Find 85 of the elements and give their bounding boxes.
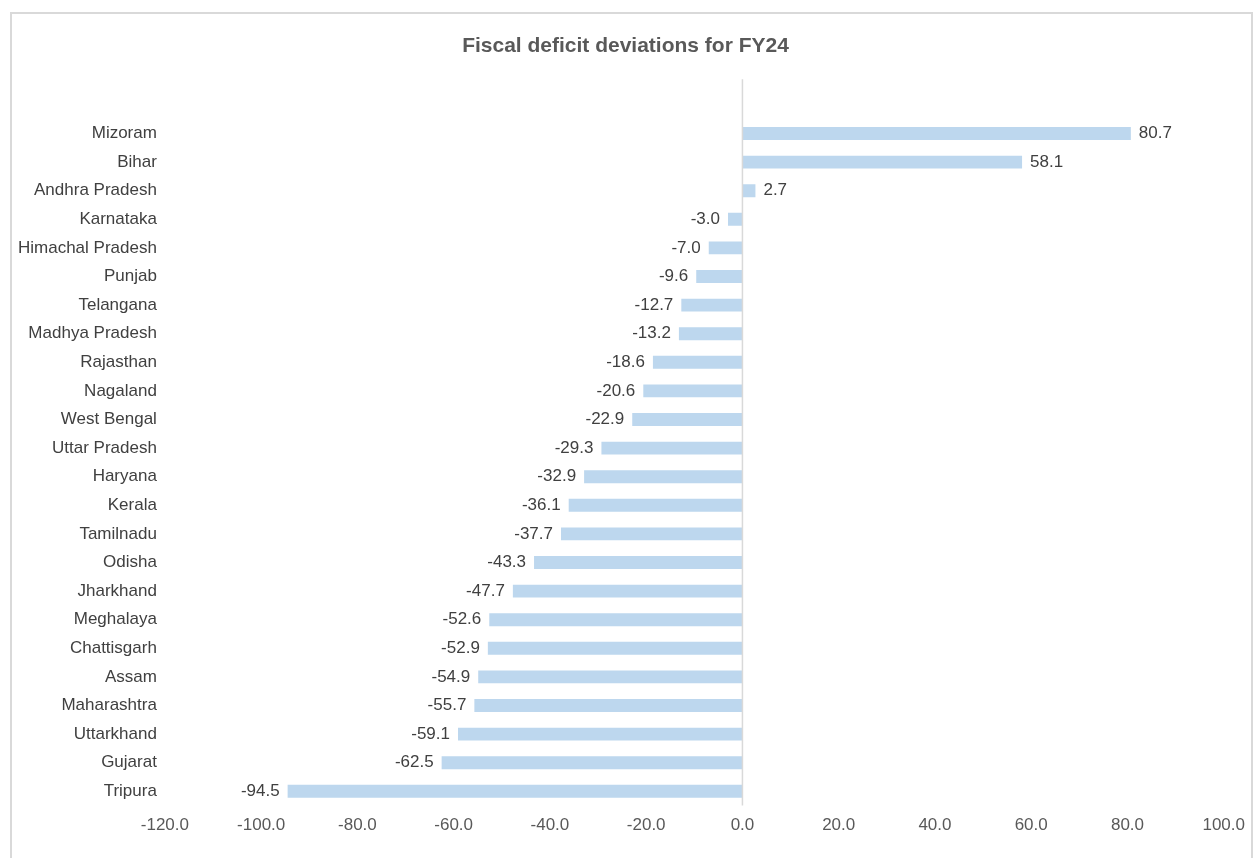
x-tick-label: 40.0: [918, 815, 952, 835]
bar: [512, 584, 743, 598]
bar: [652, 355, 743, 369]
bar: [561, 527, 743, 541]
x-tick-label: 0.0: [730, 815, 755, 835]
data-label: -52.6: [442, 609, 482, 629]
bar: [458, 727, 743, 741]
bar: [474, 699, 743, 712]
y-tick-label: Tamilnadu: [79, 523, 157, 543]
y-tick-label: Rajasthan: [80, 351, 157, 371]
bar: [487, 641, 743, 655]
data-label: -52.9: [441, 637, 480, 657]
x-tick-label: 60.0: [1014, 815, 1048, 835]
bar: [678, 327, 743, 341]
bar: [728, 212, 743, 226]
data-label: -59.1: [411, 723, 450, 743]
data-label: -55.7: [427, 695, 467, 715]
data-label: -13.2: [632, 323, 671, 343]
y-tick-label: Himachal Pradesh: [17, 237, 157, 257]
data-label: -94.5: [240, 780, 280, 800]
y-tick-label: Mizoram: [91, 123, 157, 143]
y-tick-label: Maharashtra: [61, 695, 158, 715]
bar: [601, 441, 743, 455]
data-label: -54.9: [431, 666, 471, 686]
y-tick-label: Jharkhand: [77, 580, 157, 600]
chart-title: Fiscal deficit deviations for FY24: [462, 33, 790, 57]
data-label: -12.7: [634, 294, 674, 314]
data-label: -20.6: [596, 380, 636, 400]
bar: [568, 498, 743, 512]
y-tick-label: Andhra Pradesh: [34, 180, 157, 200]
y-tick-label: Madhya Pradesh: [28, 323, 157, 343]
bar: [584, 470, 743, 484]
y-tick-label: Bihar: [117, 151, 158, 171]
y-tick-label: Uttarkhand: [73, 723, 157, 743]
bar: [287, 784, 743, 798]
data-label: -29.3: [554, 437, 594, 457]
data-label: -62.5: [394, 752, 434, 772]
x-tick-label: 20.0: [822, 815, 856, 835]
data-label: 80.7: [1138, 123, 1172, 143]
bar: [681, 298, 743, 312]
bar: [708, 241, 743, 255]
bar: [696, 270, 743, 283]
y-tick-label: Tripura: [103, 780, 158, 800]
data-label: -37.7: [514, 523, 553, 543]
data-label: -3.0: [690, 208, 720, 228]
x-tick-label: 80.0: [1110, 815, 1145, 835]
bar: [489, 613, 743, 627]
y-tick-label: Assam: [104, 666, 157, 686]
bar: [742, 155, 1023, 169]
y-tick-label: Nagaland: [84, 380, 157, 400]
y-tick-label: Punjab: [103, 266, 157, 286]
bar: [534, 556, 743, 569]
bar: [632, 413, 743, 426]
bar: [742, 127, 1131, 140]
x-tick-label: -80.0: [338, 815, 377, 835]
y-tick-label: Uttar Pradesh: [52, 437, 157, 457]
bar: [478, 670, 743, 684]
x-tick-label: -100.0: [237, 815, 286, 835]
y-tick-label: Telangana: [78, 294, 158, 314]
y-tick-label: West Bengal: [60, 409, 157, 429]
x-tick-label: -120.0: [140, 815, 189, 835]
data-label: -18.6: [606, 351, 645, 371]
x-tick-label: -40.0: [530, 815, 570, 835]
y-tick-label: Meghalaya: [73, 609, 158, 629]
data-label: -7.0: [671, 237, 701, 257]
x-tick-label: -20.0: [626, 815, 666, 835]
bar: [441, 756, 743, 770]
data-label: -47.7: [466, 580, 505, 600]
x-tick-label: -60.0: [434, 815, 474, 835]
data-label: -22.9: [585, 409, 625, 429]
y-tick-label: Karnataka: [79, 208, 158, 228]
y-tick-label: Kerala: [107, 494, 158, 514]
bar: [742, 184, 756, 198]
data-label: -36.1: [521, 494, 561, 514]
y-tick-label: Chattisgarh: [69, 637, 157, 657]
y-tick-label: Haryana: [92, 466, 158, 486]
data-label: -9.6: [658, 266, 689, 286]
data-label: -32.9: [537, 466, 577, 486]
y-tick-label: Odisha: [103, 552, 158, 572]
x-tick-label: 100.0: [1202, 815, 1245, 835]
data-label: 2.7: [763, 180, 788, 200]
y-tick-label: Gujarat: [101, 752, 158, 772]
data-label: 58.1: [1030, 151, 1064, 171]
bar: [643, 384, 743, 398]
data-label: -43.3: [487, 552, 527, 572]
